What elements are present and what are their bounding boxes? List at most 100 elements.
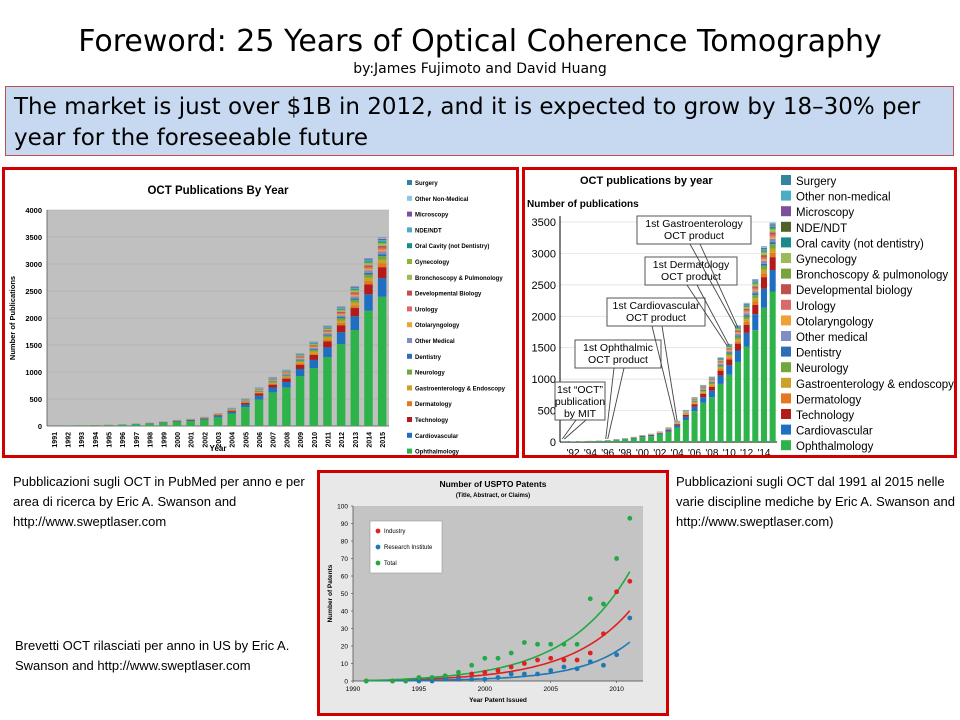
bar-segment [734, 336, 741, 340]
bar-segment [630, 438, 637, 442]
annotation-box [554, 381, 606, 421]
bar-segment [682, 416, 689, 420]
bar-segment [734, 327, 741, 329]
bar-segment [295, 359, 305, 361]
annotation-pointer [564, 419, 587, 440]
bar-segment [336, 332, 346, 344]
bar-segment [309, 346, 319, 348]
bar-segment [377, 238, 387, 241]
bar-segment [241, 407, 250, 426]
annotation-text: 1st Gastroenterology [645, 218, 743, 230]
bar-segment [769, 227, 776, 229]
bar-segment [717, 383, 724, 442]
bar-segment [717, 368, 724, 371]
bar-segment [656, 433, 663, 434]
x-tick-label: 1990 [346, 686, 361, 693]
legend-swatch [781, 190, 791, 201]
bar-segment [323, 341, 332, 348]
bar-segment [734, 361, 741, 442]
bar-segment [282, 378, 291, 382]
bar-segment [752, 284, 759, 287]
y-axis-label: Number of Patents [327, 564, 334, 622]
legend-swatch [781, 331, 791, 341]
bar-segment [752, 301, 759, 305]
data-point [390, 678, 395, 684]
bar-segment [734, 329, 741, 331]
bar-segment [708, 379, 715, 381]
legend-swatch [407, 353, 412, 359]
x-tick-label: 1991 [52, 432, 59, 448]
annotation-pointer [661, 325, 678, 422]
x-tick-label: 2015 [380, 432, 387, 448]
bar-segment [726, 349, 733, 351]
data-point [587, 650, 593, 656]
y-tick-label: 40 [341, 609, 349, 616]
bar-segment [769, 248, 776, 253]
bar-segment [760, 246, 768, 248]
bar-segment [665, 430, 672, 432]
bar-segment [708, 378, 715, 380]
data-point [614, 652, 620, 658]
bar-segment [700, 388, 707, 389]
x-tick-label: '96 [601, 448, 614, 455]
x-tick-label: 1995 [412, 686, 427, 693]
annotation-pointer [605, 367, 615, 440]
bar-segment [648, 436, 655, 442]
bar-segment [743, 315, 750, 317]
bar-segment [752, 279, 759, 281]
y-tick-label: 80 [341, 539, 349, 546]
legend-label: Total [384, 561, 397, 567]
bar-segment [734, 350, 741, 362]
bar-segment [200, 418, 209, 419]
bar-segment [726, 344, 733, 346]
bar-segment [743, 313, 750, 316]
bar-segment [350, 316, 360, 330]
bar-segment [364, 268, 373, 271]
bar-segment [377, 247, 387, 250]
bar-segment [254, 393, 264, 396]
y-tick-label: 30 [341, 626, 349, 633]
bar-segment [769, 224, 776, 226]
annotation-text: 1st “OCT” [557, 384, 604, 396]
bar-segment [700, 402, 707, 442]
legend-label: Technology [796, 410, 854, 422]
bar-segment [769, 257, 776, 271]
y-tick-label: 2500 [25, 287, 42, 296]
data-point [561, 641, 567, 647]
bar-segment [752, 281, 759, 283]
bar-segment [708, 381, 715, 383]
data-point [548, 641, 554, 647]
bar-segment [364, 261, 373, 263]
bar-segment [743, 332, 750, 347]
bar-segment [734, 331, 741, 333]
data-point [508, 650, 514, 656]
bar-segment [708, 385, 715, 387]
bar-segment [254, 395, 264, 400]
chart-frame-publications-disciplines: OCT publications by year Number of public… [522, 167, 957, 459]
bar-segment [760, 247, 768, 248]
x-tick-label: 2014 [366, 432, 373, 448]
legend-swatch [781, 237, 791, 248]
legend-swatch [407, 385, 412, 391]
bar-segment [364, 310, 373, 426]
data-point [456, 676, 461, 682]
bar-segment [691, 402, 698, 404]
annotation-pointer [699, 243, 739, 328]
data-point [416, 675, 422, 680]
bar-segment [213, 417, 223, 426]
bar-segment [377, 244, 387, 246]
data-point [469, 676, 475, 682]
legend-label: Bronchoscopy & pulmonology [796, 270, 948, 282]
data-point [429, 675, 435, 680]
x-axis-label: Year [210, 444, 227, 453]
legend-swatch [407, 401, 412, 407]
bar-segment [364, 258, 373, 260]
x-tick-label: '10 [723, 448, 736, 455]
data-point [442, 673, 448, 679]
data-point [601, 601, 606, 607]
bar-segment [336, 312, 346, 315]
bar-segment [336, 311, 346, 313]
legend-label: Gastroenterology & Endoscopy [415, 386, 506, 392]
bar-segment [295, 368, 305, 377]
bar-segment [364, 294, 373, 311]
